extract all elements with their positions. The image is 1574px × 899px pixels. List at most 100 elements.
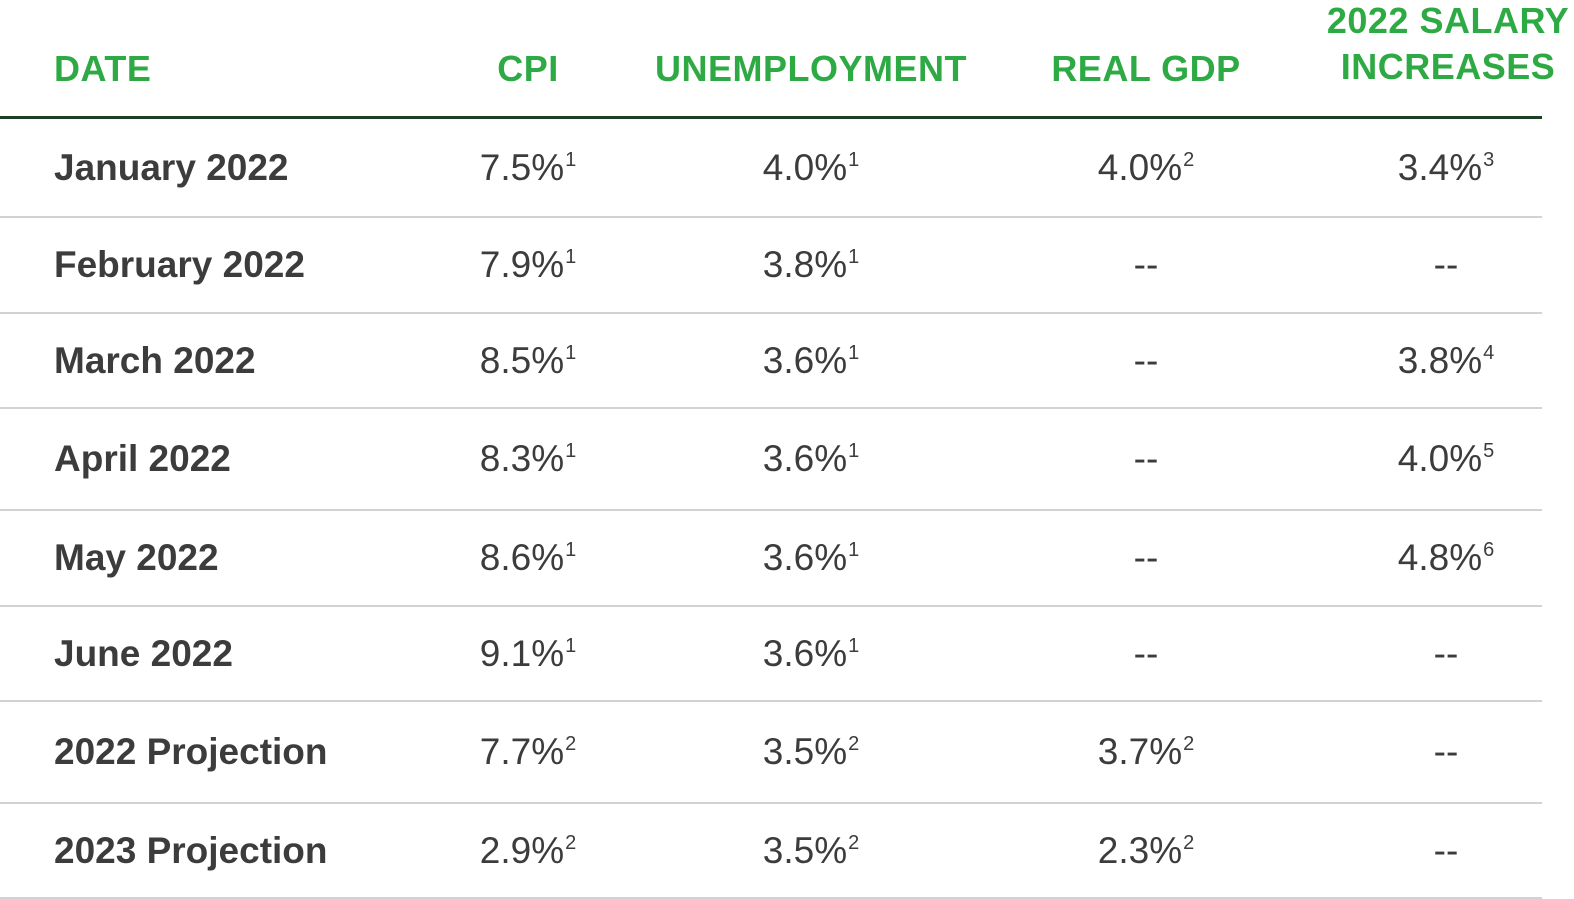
salary-cell: -- (1434, 731, 1459, 773)
table-header: DATE CPI UNEMPLOYMENT REAL GDP 2022 SALA… (0, 0, 1569, 119)
table-row: February 2022 7.9%1 3.8%1 -- -- (0, 218, 1542, 314)
date-cell: February 2022 (54, 244, 305, 285)
footnote-marker: 2 (565, 831, 577, 854)
footnote-marker: 2 (848, 831, 860, 854)
cell-value: 3.7% (1097, 731, 1183, 772)
cpi-cell: 8.5%1 (480, 340, 576, 382)
unemployment-cell: 3.6%1 (763, 340, 859, 382)
footnote-marker: 2 (1183, 148, 1195, 171)
salary-cell: -- (1434, 244, 1459, 286)
footnote-marker: 1 (565, 440, 577, 462)
cell-value: 7.5% (479, 146, 565, 188)
footnote-marker: 1 (565, 539, 577, 561)
footnote-marker: 1 (848, 440, 860, 462)
footnote-marker: 1 (565, 341, 577, 364)
real-gdp-cell: -- (1134, 244, 1159, 286)
cell-value: 3.6% (762, 438, 848, 479)
table-row: January 2022 7.5%1 4.0%1 4.0%2 3.4%3 (0, 119, 1542, 218)
cell-value: 4.0% (1097, 146, 1183, 188)
cell-value: -- (1433, 632, 1459, 674)
cell-value: -- (1433, 829, 1459, 871)
real-gdp-cell: 2.3%2 (1098, 830, 1194, 872)
footnote-marker: 2 (1183, 831, 1195, 854)
cell-value: 3.6% (762, 339, 848, 381)
unemployment-cell: 3.8%1 (763, 244, 859, 286)
footnote-marker: 1 (565, 246, 577, 268)
cell-value: 8.6% (479, 537, 565, 578)
unemployment-cell: 3.6%1 (763, 537, 859, 579)
date-cell: March 2022 (54, 339, 256, 381)
real-gdp-cell: 4.0%2 (1098, 147, 1194, 189)
real-gdp-cell: -- (1134, 438, 1159, 480)
footnote-marker: 1 (848, 341, 860, 364)
footnote-marker: 1 (848, 539, 860, 561)
cell-value: 3.4% (1397, 146, 1483, 188)
cell-value: 2.9% (479, 829, 565, 871)
cell-value: 3.6% (762, 537, 848, 578)
header-salary-line2: INCREASES (1340, 46, 1556, 87)
cell-value: 3.6% (762, 632, 848, 674)
date-cell: May 2022 (54, 537, 219, 578)
real-gdp-cell: -- (1134, 340, 1159, 382)
cell-value: 2.3% (1097, 829, 1183, 871)
salary-cell: 4.0%5 (1398, 438, 1494, 480)
table-row: May 2022 8.6%1 3.6%1 -- 4.8%6 (0, 511, 1542, 607)
footnote-marker: 1 (848, 148, 860, 171)
salary-cell: -- (1434, 830, 1459, 872)
footnote-marker: 2 (565, 733, 577, 755)
table-row: 2023 Projection 2.9%2 3.5%2 2.3%2 -- (0, 804, 1542, 899)
salary-cell: -- (1434, 633, 1459, 675)
header-cpi: CPI (497, 48, 559, 89)
real-gdp-cell: -- (1134, 537, 1159, 579)
footnote-marker: 3 (1483, 148, 1495, 171)
real-gdp-cell: 3.7%2 (1098, 731, 1194, 773)
cpi-cell: 8.6%1 (480, 537, 576, 579)
footnote-marker: 1 (565, 634, 577, 657)
header-salary-increases: 2022 SALARY INCREASES (1327, 0, 1569, 90)
cell-value: -- (1433, 731, 1459, 772)
footnote-marker: 4 (1483, 341, 1495, 364)
date-cell: April 2022 (54, 438, 231, 479)
salary-cell: 3.8%4 (1398, 340, 1494, 382)
real-gdp-cell: -- (1134, 633, 1159, 675)
cpi-cell: 9.1%1 (480, 633, 576, 675)
cpi-cell: 2.9%2 (480, 830, 576, 872)
cell-value: -- (1433, 244, 1459, 285)
unemployment-cell: 3.5%2 (763, 830, 859, 872)
salary-cell: 3.4%3 (1398, 147, 1494, 189)
footnote-marker: 2 (1183, 733, 1195, 755)
table-row: June 2022 9.1%1 3.6%1 -- -- (0, 607, 1542, 702)
cell-value: 8.5% (479, 339, 565, 381)
header-salary-line1: 2022 SALARY (1326, 0, 1570, 41)
footnote-marker: 5 (1483, 440, 1495, 462)
header-unemployment: UNEMPLOYMENT (655, 48, 967, 89)
date-cell: 2023 Projection (54, 829, 328, 871)
date-cell: June 2022 (54, 632, 233, 674)
footnote-marker: 2 (848, 733, 860, 755)
cell-value: 3.8% (762, 244, 848, 285)
cell-value: -- (1133, 537, 1159, 578)
unemployment-cell: 3.6%1 (763, 438, 859, 480)
cell-value: -- (1133, 438, 1159, 479)
footnote-marker: 1 (565, 148, 577, 171)
cell-value: -- (1133, 244, 1159, 285)
header-date: DATE (54, 48, 152, 89)
unemployment-cell: 3.5%2 (763, 731, 859, 773)
footnote-marker: 1 (848, 246, 860, 268)
table-body: January 2022 7.5%1 4.0%1 4.0%2 3.4%3 February… (0, 119, 1542, 899)
cpi-cell: 7.7%2 (480, 731, 576, 773)
cell-value: 7.9% (479, 244, 565, 285)
table-row: April 2022 8.3%1 3.6%1 -- 4.0%5 (0, 409, 1542, 511)
date-cell: 2022 Projection (54, 731, 328, 772)
cell-value: -- (1133, 339, 1159, 381)
cell-value: 4.0% (762, 146, 848, 188)
unemployment-cell: 4.0%1 (763, 147, 859, 189)
table-row: 2022 Projection 7.7%2 3.5%2 3.7%2 -- (0, 702, 1542, 804)
cpi-cell: 8.3%1 (480, 438, 576, 480)
footnote-marker: 6 (1483, 539, 1495, 561)
footnote-marker: 1 (848, 634, 860, 657)
cell-value: 3.5% (762, 731, 848, 772)
cell-value: -- (1133, 632, 1159, 674)
salary-cell: 4.8%6 (1398, 537, 1494, 579)
